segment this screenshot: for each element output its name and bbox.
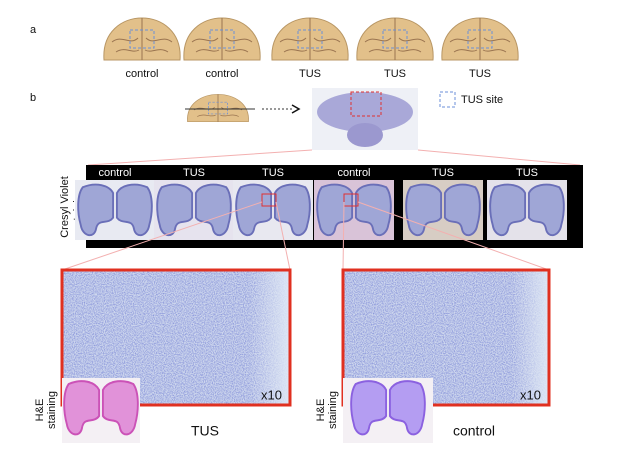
panel-label: a — [30, 24, 37, 36]
panel-label: b — [30, 92, 36, 104]
brain-photo — [103, 17, 181, 61]
section-label: control — [98, 167, 131, 179]
section-label: TUS — [183, 167, 205, 179]
brain-label: TUS — [469, 68, 491, 80]
coronal-section — [317, 92, 413, 132]
roi-box — [261, 193, 277, 207]
section-label: TUS — [516, 167, 538, 179]
brain-label: TUS — [384, 68, 406, 80]
inset-label: H&E — [34, 399, 46, 422]
arrow-head — [291, 104, 301, 114]
brain-photo — [356, 17, 434, 61]
legend-swatch — [439, 91, 456, 108]
inset-label: staining — [46, 391, 58, 429]
brain-label: control — [125, 68, 158, 80]
scale-label: x10 — [520, 387, 541, 402]
coronal-section — [347, 123, 383, 147]
zoom-line — [61, 201, 550, 271]
roi-box — [343, 193, 359, 207]
roi-box — [350, 91, 382, 117]
legend-label: TUS site — [461, 94, 503, 106]
brain-photo — [183, 17, 261, 61]
brain-photo — [441, 17, 519, 61]
brain-photo — [271, 17, 349, 61]
section-label: TUS — [262, 167, 284, 179]
caption: TUS — [191, 423, 219, 439]
inset-label: H&E — [315, 399, 327, 422]
brain-label: control — [205, 68, 238, 80]
inset-label: staining — [327, 391, 339, 429]
zoom-line — [87, 149, 581, 166]
section-label: TUS — [432, 167, 454, 179]
brain-label: TUS — [299, 68, 321, 80]
scale-label: x10 — [261, 387, 282, 402]
caption: control — [453, 423, 495, 439]
brain-photo — [187, 94, 249, 123]
stain-label: Cresyl Violet — [59, 176, 71, 238]
section-label: control — [337, 167, 370, 179]
micrograph-frame — [60, 268, 292, 407]
micrograph-frame — [341, 268, 551, 407]
